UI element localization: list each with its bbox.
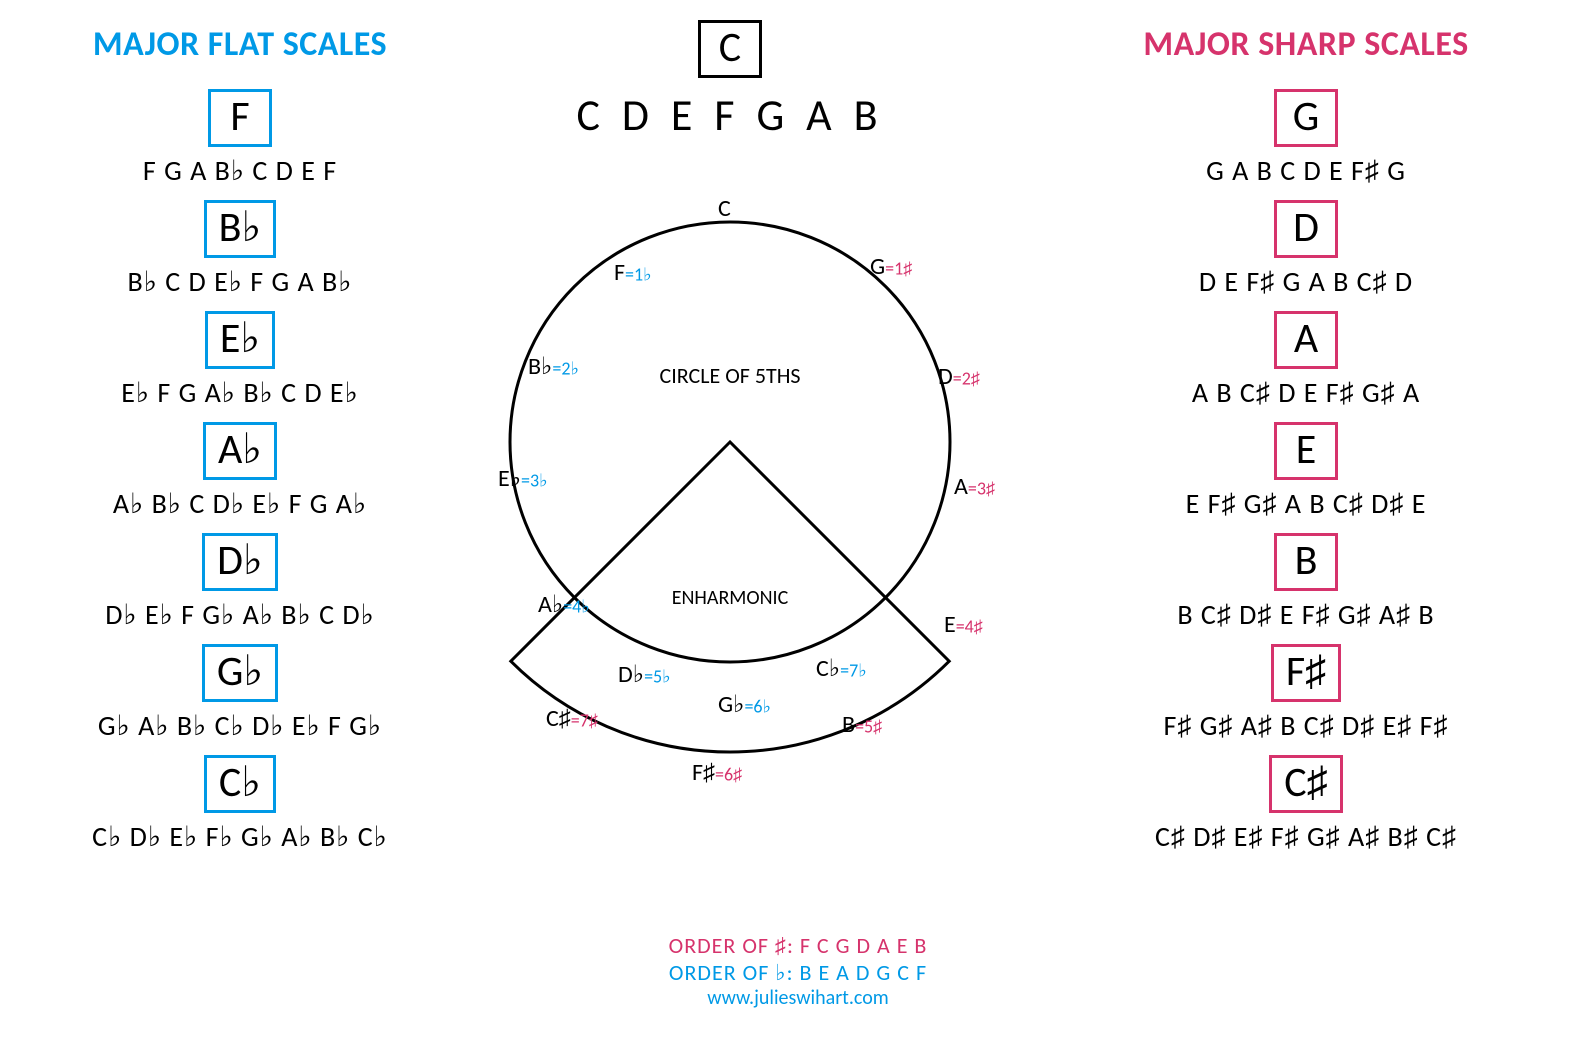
scale-block: E E F♯ G♯ A B C♯ D♯ E: [1186, 422, 1427, 521]
scale-notes: D♭ E♭ F G♭ A♭ B♭ C D♭: [105, 597, 375, 632]
sharp-scales-list: G G A B C D E F♯ G D D E F♯ G A B C♯ D A A B …: [1155, 89, 1457, 854]
enharmonic-label: ENHARMONIC: [450, 586, 1010, 610]
scale-key-box: E♭: [205, 311, 275, 369]
center-column: C C D E F G A B CIRCLE OF 5THS ENHARMONI…: [430, 20, 1030, 862]
circle-key-label: B=5♯: [842, 710, 882, 739]
scale-block: C♭ C♭ D♭ E♭ F♭ G♭ A♭ B♭ C♭: [92, 755, 388, 854]
scale-key-box: G♭: [202, 644, 278, 702]
scale-key-box: B♭: [204, 200, 277, 258]
scale-notes: A♭ B♭ C D♭ E♭ F G A♭: [113, 486, 367, 521]
circle-key-label: B♭=2♭: [528, 352, 579, 381]
circle-key-label: C♯=7♯: [546, 704, 598, 733]
scale-notes: B C♯ D♯ E F♯ G♯ A♯ B: [1177, 597, 1434, 632]
circle-key-label: D=2♯: [938, 362, 980, 391]
scale-notes: B♭ C D E♭ F G A B♭: [128, 264, 353, 299]
scale-block: E♭ E♭ F G A♭ B♭ C D E♭: [121, 311, 359, 410]
circle-key-label: A=3♯: [954, 472, 995, 501]
scale-block: F F G A B♭ C D E F: [143, 89, 337, 188]
c-key-box: C: [698, 20, 762, 78]
circle-key-label: G♭=6♭: [718, 690, 771, 719]
circle-key-label: F=1♭: [614, 258, 652, 287]
circle-key-label: C: [718, 194, 731, 223]
scale-block: C♯ C♯ D♯ E♯ F♯ G♯ A♯ B♯ C♯: [1155, 755, 1457, 854]
source-url: www.julieswihart.com: [0, 986, 1596, 1010]
circle-key-label: E=4♯: [944, 610, 983, 639]
scale-block: D♭ D♭ E♭ F G♭ A♭ B♭ C D♭: [105, 533, 375, 632]
scale-key-box: B: [1274, 533, 1338, 591]
scale-key-box: F: [208, 89, 272, 147]
scale-block: B B C♯ D♯ E F♯ G♯ A♯ B: [1177, 533, 1434, 632]
scale-key-box: A♭: [203, 422, 277, 480]
circle-key-label: D♭=5♭: [618, 660, 671, 689]
circle-key-label: F♯=6♯: [692, 758, 742, 787]
flat-scales-list: FF G A B♭ C D E FB♭B♭ C D E♭ F G A B♭E♭E…: [92, 89, 388, 854]
scale-block: A A B C♯ D E F♯ G♯ A: [1192, 311, 1420, 410]
scale-key-box: D♭: [202, 533, 278, 591]
scale-block: A♭ A♭ B♭ C D♭ E♭ F G A♭: [113, 422, 367, 521]
c-scale-notes: C D E F G A B: [576, 88, 883, 142]
flat-scales-title: MAJOR FLAT SCALES: [93, 24, 387, 65]
scale-key-box: E: [1274, 422, 1338, 480]
footer: ORDER OF ♯: F C G D A E B ORDER OF ♭: B …: [0, 932, 1596, 1010]
circle-key-label: E♭=3♭: [498, 464, 548, 493]
circle-key-label: A♭=4♭: [538, 590, 590, 619]
order-of-flats: ORDER OF ♭: B E A D G C F: [0, 959, 1596, 986]
scale-key-box: D: [1274, 200, 1338, 258]
circle-key-label: G=1♯: [870, 252, 912, 281]
scale-block: G♭ G♭ A♭ B♭ C♭ D♭ E♭ F G♭: [98, 644, 382, 743]
scale-block: D D E F♯ G A B C♯ D: [1199, 200, 1413, 299]
scale-notes: E F♯ G♯ A B C♯ D♯ E: [1186, 486, 1427, 521]
scale-key-box: A: [1274, 311, 1338, 369]
circle-key-label: C♭=7♭: [816, 654, 867, 683]
sharp-scales-column: MAJOR SHARP SCALES G G A B C D E F♯ G D D E…: [1026, 24, 1586, 854]
flat-scales-column: MAJOR FLAT SCALES F F G A B♭ C D E F B♭ B♭ …: [30, 24, 450, 854]
scale-notes: F G A B♭ C D E F: [143, 153, 337, 188]
order-of-sharps: ORDER OF ♯: F C G D A E B: [0, 932, 1596, 959]
scale-key-box: G: [1274, 89, 1338, 147]
scale-notes: F♯ G♯ A♯ B C♯ D♯ E♯ F♯: [1164, 708, 1449, 743]
scale-block: F♯ F♯ G♯ A♯ B C♯ D♯ E♯ F♯: [1164, 644, 1449, 743]
scale-key-box: C♯: [1269, 755, 1342, 813]
scale-notes: A B C♯ D E F♯ G♯ A: [1192, 375, 1420, 410]
scale-notes: D E F♯ G A B C♯ D: [1199, 264, 1413, 299]
circle-svg: [450, 162, 1010, 862]
sharp-scales-title: MAJOR SHARP SCALES: [1143, 24, 1468, 65]
scale-block: G G A B C D E F♯ G: [1206, 89, 1406, 188]
scale-notes: G A B C D E F♯ G: [1206, 153, 1406, 188]
scale-block: B♭ B♭ C D E♭ F G A B♭: [128, 200, 353, 299]
scale-key-box: F♯: [1271, 644, 1341, 702]
scale-notes: G♭ A♭ B♭ C♭ D♭ E♭ F G♭: [98, 708, 382, 743]
scale-notes: C♭ D♭ E♭ F♭ G♭ A♭ B♭ C♭: [92, 819, 388, 854]
scale-key-box: C♭: [204, 755, 276, 813]
circle-of-fifths: CIRCLE OF 5THS ENHARMONIC CG=1♯D=2♯A=3♯E…: [450, 162, 1010, 862]
scale-notes: C♯ D♯ E♯ F♯ G♯ A♯ B♯ C♯: [1155, 819, 1457, 854]
scale-notes: E♭ F G A♭ B♭ C D E♭: [121, 375, 359, 410]
